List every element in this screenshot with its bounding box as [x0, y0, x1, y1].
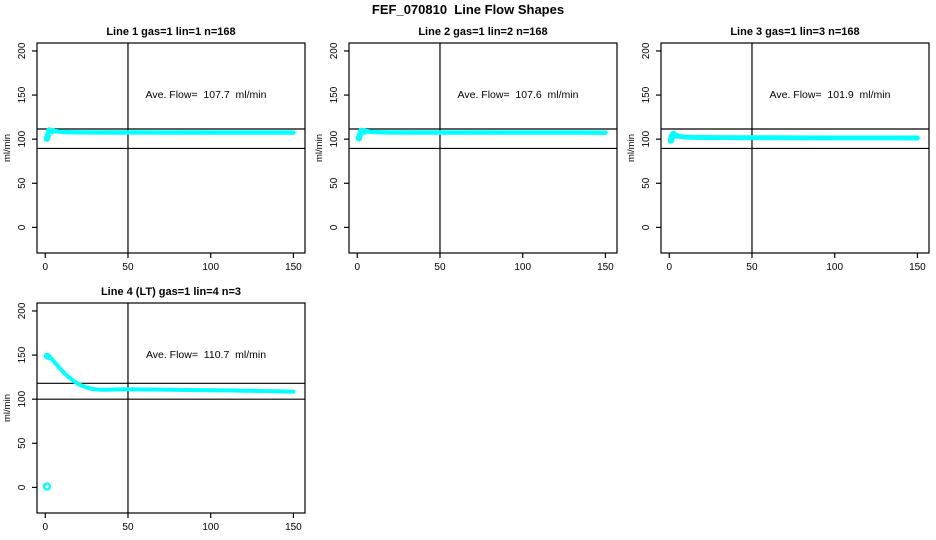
flow-data-band [668, 131, 920, 141]
outlier-point [42, 482, 52, 491]
flow-data-band [44, 127, 296, 138]
y-tick-label: 50 [329, 177, 340, 189]
plot-canvas-line-1: 0 50 100 150 0 50 100 150 200 ml/min [2, 42, 306, 273]
plot-box [36, 302, 306, 514]
flow-data-band [356, 128, 608, 139]
y-tick-label: 150 [17, 346, 28, 363]
y-tick-label: 0 [17, 484, 28, 490]
x-tick-label: 0 [666, 262, 672, 273]
flow-data-point [672, 132, 680, 139]
ave-flow-annotation: Ave. Flow= 110.7 ml/min [145, 349, 267, 361]
y-tick-label: 200 [641, 42, 652, 59]
y-axis-label: ml/min [626, 134, 637, 162]
panel-line-4: Line 4 (LT) gas=1 lin=4 n=3 Ave. Flow= 1… [0, 274, 312, 534]
panel-line-1: Line 1 gas=1 lin=1 n=168 Ave. Flow= 107.… [0, 14, 312, 274]
x-tick-label: 0 [42, 262, 48, 273]
y-tick-label: 0 [329, 224, 340, 230]
panel-title: Line 3 gas=1 lin=3 n=168 [730, 26, 860, 38]
plot-canvas-line-4: 0 50 100 150 0 50 100 150 200 ml/min [2, 302, 306, 533]
flow-data-point [48, 128, 56, 135]
y-tick-label: 150 [17, 86, 28, 103]
plot-box [36, 42, 306, 254]
x-tick-label: 50 [122, 522, 134, 533]
plot-canvas-line-3: 0 50 100 150 0 50 100 150 200 ml/min [626, 42, 930, 273]
x-tick-label: 150 [285, 262, 302, 273]
y-tick-label: 100 [17, 130, 28, 147]
x-tick-label: 150 [285, 522, 302, 533]
y-axis-label: ml/min [314, 134, 325, 162]
y-tick-label: 50 [17, 177, 28, 189]
figure-title: FEF_070810 Line Flow Shapes [371, 2, 565, 17]
x-tick-label: 100 [202, 262, 219, 273]
panel-line-2: Line 2 gas=1 lin=2 n=168 Ave. Flow= 107.… [312, 14, 624, 274]
x-tick-label: 50 [434, 262, 446, 273]
x-tick-label: 50 [122, 262, 134, 273]
y-tick-label: 50 [641, 177, 652, 189]
y-tick-label: 100 [641, 130, 652, 147]
panel-line-3: Line 3 gas=1 lin=3 n=168 Ave. Flow= 101.… [624, 14, 936, 274]
y-axis-label: ml/min [2, 394, 13, 422]
x-tick-label: 0 [42, 522, 48, 533]
plot-box [660, 42, 930, 254]
y-tick-label: 0 [17, 224, 28, 230]
y-tick-label: 200 [329, 42, 340, 59]
x-tick-label: 100 [514, 262, 531, 273]
x-tick-label: 0 [354, 262, 360, 273]
panel-title: Line 2 gas=1 lin=2 n=168 [418, 26, 548, 38]
x-tick-label: 150 [909, 262, 926, 273]
ave-flow-annotation: Ave. Flow= 107.7 ml/min [145, 89, 267, 101]
flow-data-point [45, 353, 52, 361]
x-tick-label: 100 [202, 522, 219, 533]
panel-title: Line 4 (LT) gas=1 lin=4 n=3 [100, 286, 242, 298]
y-tick-label: 200 [17, 302, 28, 319]
ave-flow-annotation: Ave. Flow= 107.6 ml/min [457, 89, 579, 101]
panel-title: Line 1 gas=1 lin=1 n=168 [106, 26, 236, 38]
flow-data-band [44, 354, 296, 394]
y-tick-label: 200 [17, 42, 28, 59]
flow-data-point [44, 132, 51, 139]
flow-data-point [360, 128, 368, 135]
plot-canvas-line-2: 0 50 100 150 0 50 100 150 200 ml/min [314, 42, 618, 273]
x-tick-label: 50 [746, 262, 758, 273]
y-axis-label: ml/min [2, 134, 13, 162]
y-tick-label: 100 [329, 130, 340, 147]
plot-box [348, 42, 618, 254]
x-tick-label: 150 [597, 262, 614, 273]
ave-flow-annotation: Ave. Flow= 101.9 ml/min [769, 89, 891, 101]
y-tick-label: 0 [641, 224, 652, 230]
y-tick-label: 150 [641, 86, 652, 103]
y-tick-label: 100 [17, 390, 28, 407]
y-tick-label: 150 [329, 86, 340, 103]
x-tick-label: 100 [826, 262, 843, 273]
y-tick-label: 50 [17, 437, 28, 449]
